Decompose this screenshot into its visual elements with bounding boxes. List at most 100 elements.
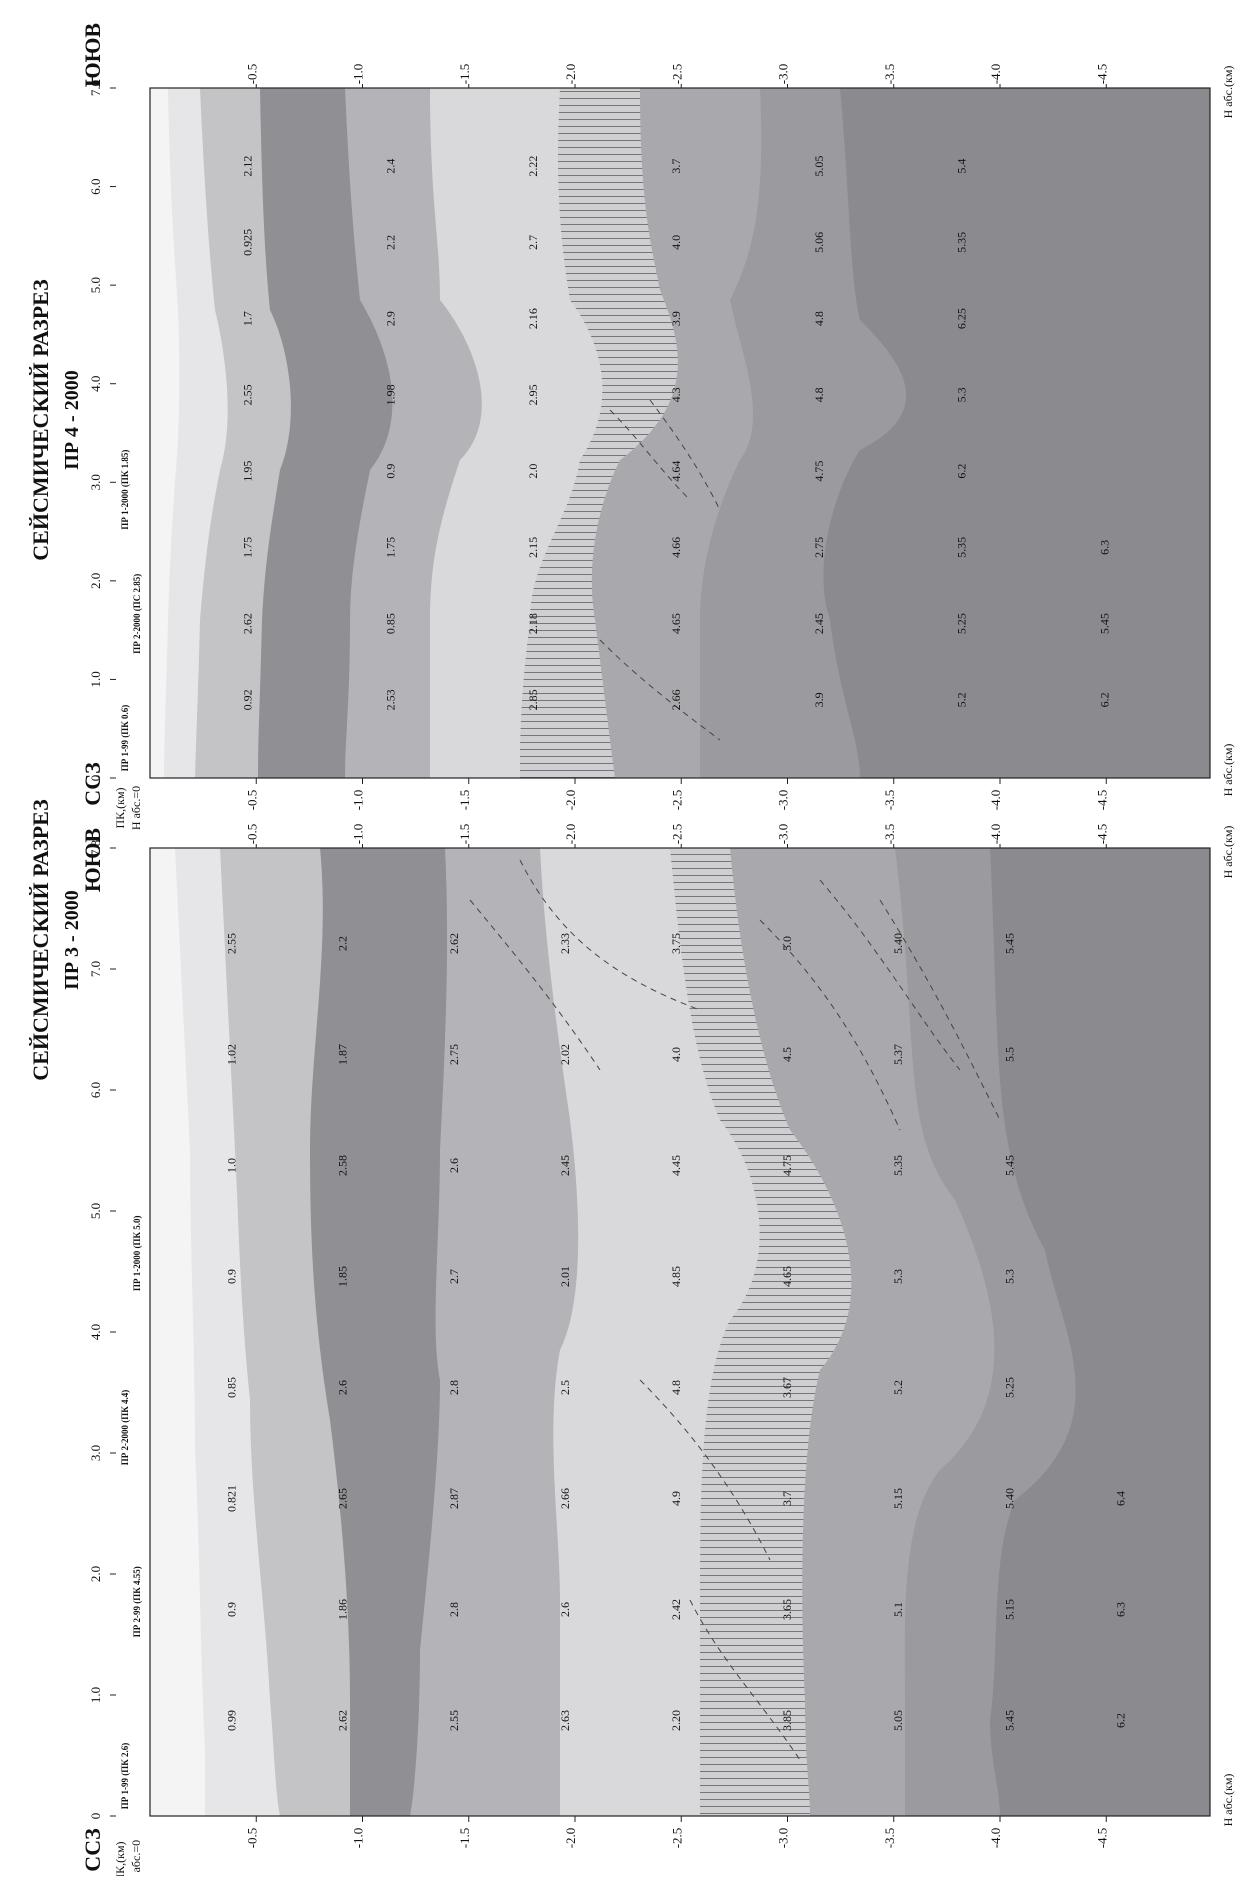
- velocity-label: 2.4: [383, 159, 397, 174]
- velocity-label: 2.6: [447, 1158, 461, 1173]
- depth-tick-label: -1.5: [457, 790, 472, 811]
- velocity-label: 2.2: [336, 936, 350, 951]
- depth-tick-label: -3.0: [776, 64, 791, 85]
- velocity-label: 3.7: [669, 159, 683, 174]
- velocity-label: 2.9: [383, 311, 397, 326]
- velocity-label: 2.75: [447, 1044, 461, 1065]
- depth-tick-label: -3.0: [776, 1828, 791, 1849]
- section-pr4: СЕЙСМИЧЕСКИЙ РАЗРЕЗ ПР 4 - 2000 ССЗ ЮЮВ …: [28, 23, 1235, 831]
- pr3-pk-label: ПК,(км): [113, 1841, 127, 1876]
- pr4-pk-label: ПК,(км): [113, 787, 127, 828]
- velocity-label: 3.67: [780, 1377, 794, 1398]
- pk-tick-label: 2.0: [88, 1566, 103, 1582]
- depth-tick-label: -3.5: [882, 1828, 897, 1849]
- velocity-label: 1.75: [240, 537, 254, 558]
- pr4-depth-axis-right: -0.5 -1.0 -1.5 -2.0 -2.5 -3.0 -3.5 -4.0 -4.5: [244, 64, 1109, 88]
- pr3-isolines: [469, 859, 1001, 1761]
- depth-tick-label: -1.0: [351, 64, 366, 85]
- velocity-label: 2.33: [558, 933, 572, 954]
- pk-tick-label: 3.0: [88, 474, 103, 490]
- velocity-label: 2.20: [669, 1710, 683, 1731]
- velocity-label: 4.8: [669, 1380, 683, 1395]
- velocity-label: 2.0: [526, 464, 540, 479]
- velocity-label: 5.0: [780, 936, 794, 951]
- velocity-label: 5.45: [1002, 933, 1016, 954]
- velocity-label: 5.3: [891, 1269, 905, 1284]
- velocity-label: 5.35: [955, 232, 969, 253]
- pk-tick-label: 7.8: [88, 840, 103, 856]
- profile-mark-label: ПР 2-99 (ПК 4.55): [132, 1566, 142, 1637]
- velocity-label: 4.9: [669, 1491, 683, 1506]
- velocity-label: 2.62: [447, 933, 461, 954]
- depth-tick-label: -2.5: [669, 64, 684, 85]
- pr3-layer-top: [150, 848, 205, 1816]
- velocity-label: 3.9: [812, 692, 826, 707]
- velocity-label: 4.8: [812, 311, 826, 326]
- velocity-label: 1.7: [240, 311, 254, 326]
- depth-tick-label: -2.5: [669, 1828, 684, 1849]
- pr3-h-zero-label: Н абс.=0: [129, 1840, 143, 1876]
- velocity-label: 0.85: [225, 1377, 239, 1398]
- pr4-subtitle: ПР 4 - 2000: [61, 370, 83, 469]
- velocity-label: 4.65: [780, 1266, 794, 1287]
- velocity-label: 2.55: [447, 1710, 461, 1731]
- velocity-label: 4.8: [812, 387, 826, 402]
- velocity-label: 6.25: [955, 308, 969, 329]
- velocity-label: 5.3: [1002, 1269, 1016, 1284]
- depth-tick-label: -0.5: [244, 824, 259, 845]
- depth-tick-label: -4.0: [988, 824, 1003, 845]
- velocity-label: 2.8: [447, 1602, 461, 1617]
- pr4-h-zero-label: Н абс.=0: [129, 786, 143, 830]
- velocity-label: 0.92: [240, 689, 254, 710]
- velocity-label: 6.2: [1113, 1713, 1127, 1728]
- profile-mark-label: ПР 1-2000 (ПК 5.0): [132, 1216, 142, 1292]
- velocity-label: 2.66: [558, 1488, 572, 1509]
- depth-tick-label: -2.0: [563, 790, 578, 811]
- velocity-label: 0.9: [225, 1269, 239, 1284]
- velocity-label: 6.2: [1098, 692, 1112, 707]
- pr3-value-labels: 0.99 0.9 0.821 0.85 0.9 1.0 1.02 2.55 2.62 1.86 2.…: [225, 933, 1128, 1731]
- velocity-label: 1.85: [336, 1266, 350, 1287]
- velocity-label: 2.55: [240, 384, 254, 405]
- profile-mark-label: ПР 2-2000 (ПК 4.4): [120, 1390, 130, 1466]
- pr3-titles: СЕЙСМИЧЕСКИЙ РАЗРЕЗ ПР 3 - 2000 ССЗ ЮЮВ: [28, 799, 105, 1872]
- velocity-label: 2.42: [669, 1599, 683, 1620]
- pr4-value-labels: 0.92 2.62 1.75 1.95 2.55 1.7 0.925 2.12 2.53 0.85…: [240, 156, 1111, 711]
- velocity-label: 5.5: [1002, 1047, 1016, 1062]
- velocity-label: 2.18: [526, 613, 540, 634]
- pk-tick-label: 1.0: [88, 671, 103, 687]
- velocity-label: 4.75: [812, 461, 826, 482]
- velocity-label: 1.0: [225, 1158, 239, 1173]
- pr4-profile-marks: ПР 1-99 (ПК 0.6) ПР 2-2000 (ПС 2.85) ПР 1-…: [120, 450, 142, 772]
- profile-mark-label: ПР 1-2000 (ПК 1.85): [120, 450, 130, 530]
- velocity-label: 2.53: [383, 689, 397, 710]
- depth-tick-label: -4.0: [988, 790, 1003, 811]
- pk-tick-label: 4.0: [88, 376, 103, 392]
- velocity-label: 5.25: [1002, 1377, 1016, 1398]
- velocity-label: 2.45: [558, 1155, 572, 1176]
- velocity-label: 3.9: [669, 311, 683, 326]
- pr4-plot: [149, 87, 1211, 779]
- depth-tick-label: -1.5: [457, 824, 472, 845]
- pr4-depth-axis-left: -0.5 -1.0 -1.5 -2.0 -2.5 -3.0 -3.5 -4.0 -4.5: [244, 778, 1109, 810]
- pk-tick-label: 7.0: [88, 80, 103, 96]
- pr4-isolines: [599, 399, 721, 741]
- pk-tick-label: 7.0: [88, 961, 103, 977]
- depth-tick-label: -3.5: [882, 824, 897, 845]
- depth-tick-label: -1.5: [457, 1828, 472, 1849]
- pr4-dir-left: ССЗ: [80, 762, 105, 806]
- velocity-label: 5.15: [1002, 1599, 1016, 1620]
- pr3-depth-axis-left: -0.5 -1.0 -1.5 -2.0 -2.5 -3.0 -3.5 -4.0 -4.5: [244, 1816, 1109, 1848]
- pk-tick-label: 4.0: [88, 1324, 103, 1340]
- depth-tick-label: -2.0: [563, 824, 578, 845]
- velocity-label: 0.925: [240, 229, 254, 256]
- velocity-label: 5.45: [1098, 613, 1112, 634]
- pk-tick-label: 0: [88, 775, 103, 782]
- pk-tick-label: 5.0: [88, 1203, 103, 1219]
- velocity-label: 5.05: [812, 156, 826, 177]
- pr4-pk-axis: 0 1.0 2.0 3.0 4.0 5.0 6.0 7.0: [88, 80, 116, 781]
- pr4-titles: СЕЙСМИЧЕСКИЙ РАЗРЕЗ ПР 4 - 2000 ССЗ ЮЮВ: [28, 23, 105, 806]
- velocity-label: 0.85: [383, 613, 397, 634]
- velocity-label: 2.63: [558, 1710, 572, 1731]
- velocity-label: 2.62: [336, 1710, 350, 1731]
